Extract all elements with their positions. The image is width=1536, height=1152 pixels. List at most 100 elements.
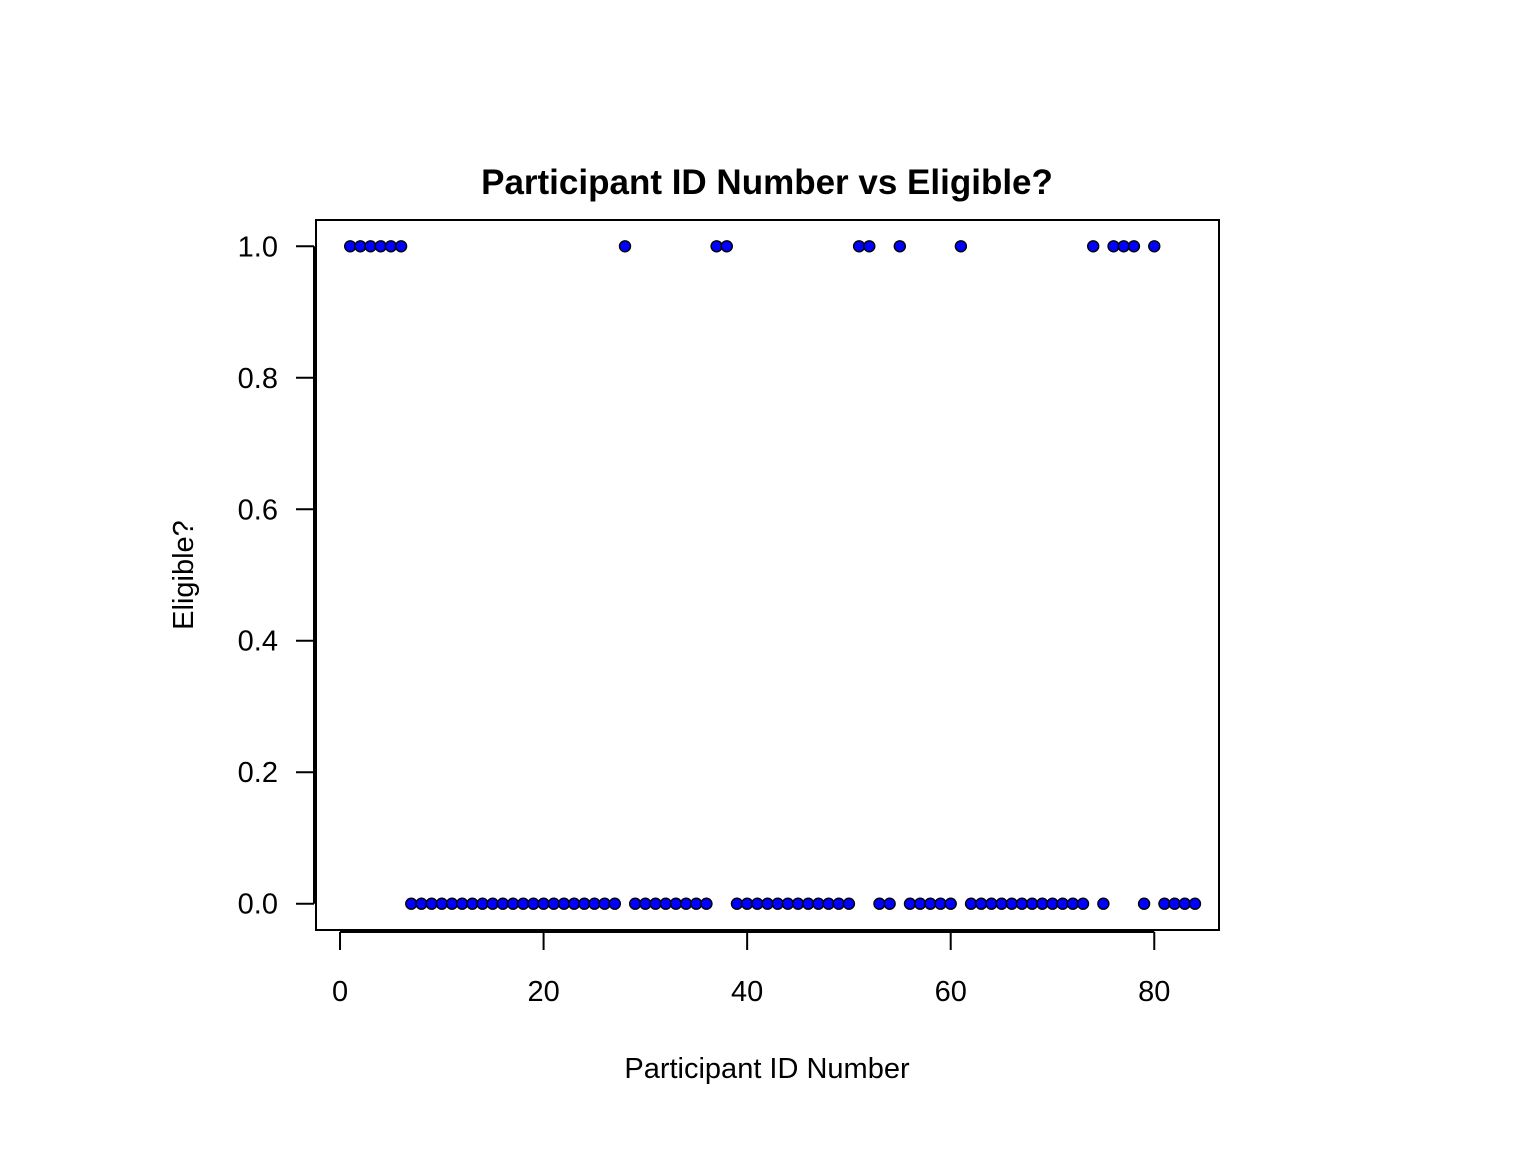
data-point (710, 240, 723, 253)
x-tick-label: 20 (527, 976, 559, 1008)
data-point (517, 897, 530, 910)
data-point (466, 897, 479, 910)
y-tick-label: 0.6 (238, 494, 278, 526)
y-tick-label: 0.8 (238, 363, 278, 395)
y-axis: 0.0 0.2 0.4 0.6 0.8 1.0 (238, 231, 315, 921)
data-point (975, 897, 988, 910)
data-point (384, 240, 398, 253)
data-point (995, 897, 1008, 910)
data-point (883, 897, 896, 910)
data-point (405, 897, 418, 910)
plot-frame (315, 219, 1220, 931)
data-point (537, 897, 550, 910)
data-point (1015, 897, 1029, 910)
data-point (761, 897, 774, 910)
data-point (700, 897, 713, 910)
data-points (343, 240, 1202, 910)
y-tick-label: 0.4 (238, 626, 278, 658)
data-point (394, 240, 408, 253)
data-point (496, 897, 510, 910)
data-point (832, 897, 845, 910)
y-tick-label: 0.2 (238, 757, 278, 789)
data-point (486, 897, 499, 910)
data-point (659, 897, 672, 910)
data-point (1158, 897, 1171, 910)
data-point (588, 897, 601, 910)
data-point (1148, 240, 1161, 253)
data-point (618, 240, 632, 253)
data-point (425, 897, 438, 910)
data-point (354, 240, 367, 253)
data-point (1168, 897, 1181, 910)
data-point (1056, 897, 1069, 910)
data-point (730, 897, 744, 910)
data-point (679, 897, 693, 910)
data-point (873, 897, 886, 910)
data-point (639, 897, 652, 910)
data-point (944, 897, 957, 910)
data-point (598, 897, 611, 910)
data-point (1036, 897, 1049, 910)
data-point (1086, 240, 1100, 253)
data-point (812, 897, 825, 910)
data-point (924, 897, 937, 910)
data-point (1117, 240, 1130, 253)
data-point (1025, 897, 1039, 910)
data-point (649, 897, 662, 910)
data-point (913, 897, 927, 910)
data-point (863, 240, 876, 253)
chart-title: Participant ID Number vs Eligible? (481, 163, 1053, 202)
x-tick-label: 80 (1138, 976, 1170, 1008)
x-tick-label: 40 (731, 976, 763, 1008)
data-point (506, 897, 520, 910)
data-point (1097, 897, 1110, 910)
data-point (578, 897, 591, 910)
data-point (445, 897, 459, 910)
data-point (690, 897, 703, 910)
data-point (740, 897, 754, 910)
data-point (1137, 897, 1151, 910)
data-point (771, 897, 784, 910)
data-point (343, 240, 357, 253)
data-point (852, 240, 866, 253)
data-point (822, 897, 835, 910)
data-point (1178, 897, 1192, 910)
data-point (781, 897, 795, 910)
data-point (455, 897, 469, 910)
y-axis-label: Eligible? (168, 520, 200, 630)
data-point (1127, 240, 1141, 253)
data-point (608, 897, 622, 910)
x-axis-label: Participant ID Number (624, 1053, 910, 1085)
data-point (842, 897, 856, 910)
data-point (1066, 897, 1080, 910)
data-point (791, 897, 805, 910)
data-point (1076, 897, 1090, 910)
data-point (567, 897, 581, 910)
data-point (893, 240, 907, 253)
data-point (435, 897, 449, 910)
data-point (547, 897, 560, 910)
data-point (802, 897, 815, 910)
x-tick-label: 0 (332, 976, 348, 1008)
x-axis: 0 20 40 60 80 (332, 931, 1170, 1008)
data-point (557, 897, 571, 910)
y-tick-label: 1.0 (238, 231, 278, 263)
data-point (374, 240, 387, 253)
data-point (1107, 240, 1120, 253)
data-point (476, 897, 489, 910)
x-tick-label: 60 (935, 976, 967, 1008)
data-point (903, 897, 917, 910)
data-point (415, 897, 428, 910)
data-point (364, 240, 377, 253)
data-point (1188, 897, 1202, 910)
data-point (720, 240, 733, 253)
data-point (934, 897, 947, 910)
data-point (527, 897, 540, 910)
data-point (751, 897, 764, 910)
data-point (1005, 897, 1018, 910)
data-point (628, 897, 642, 910)
data-point (985, 897, 998, 910)
data-point (964, 897, 978, 910)
data-point (954, 240, 968, 253)
